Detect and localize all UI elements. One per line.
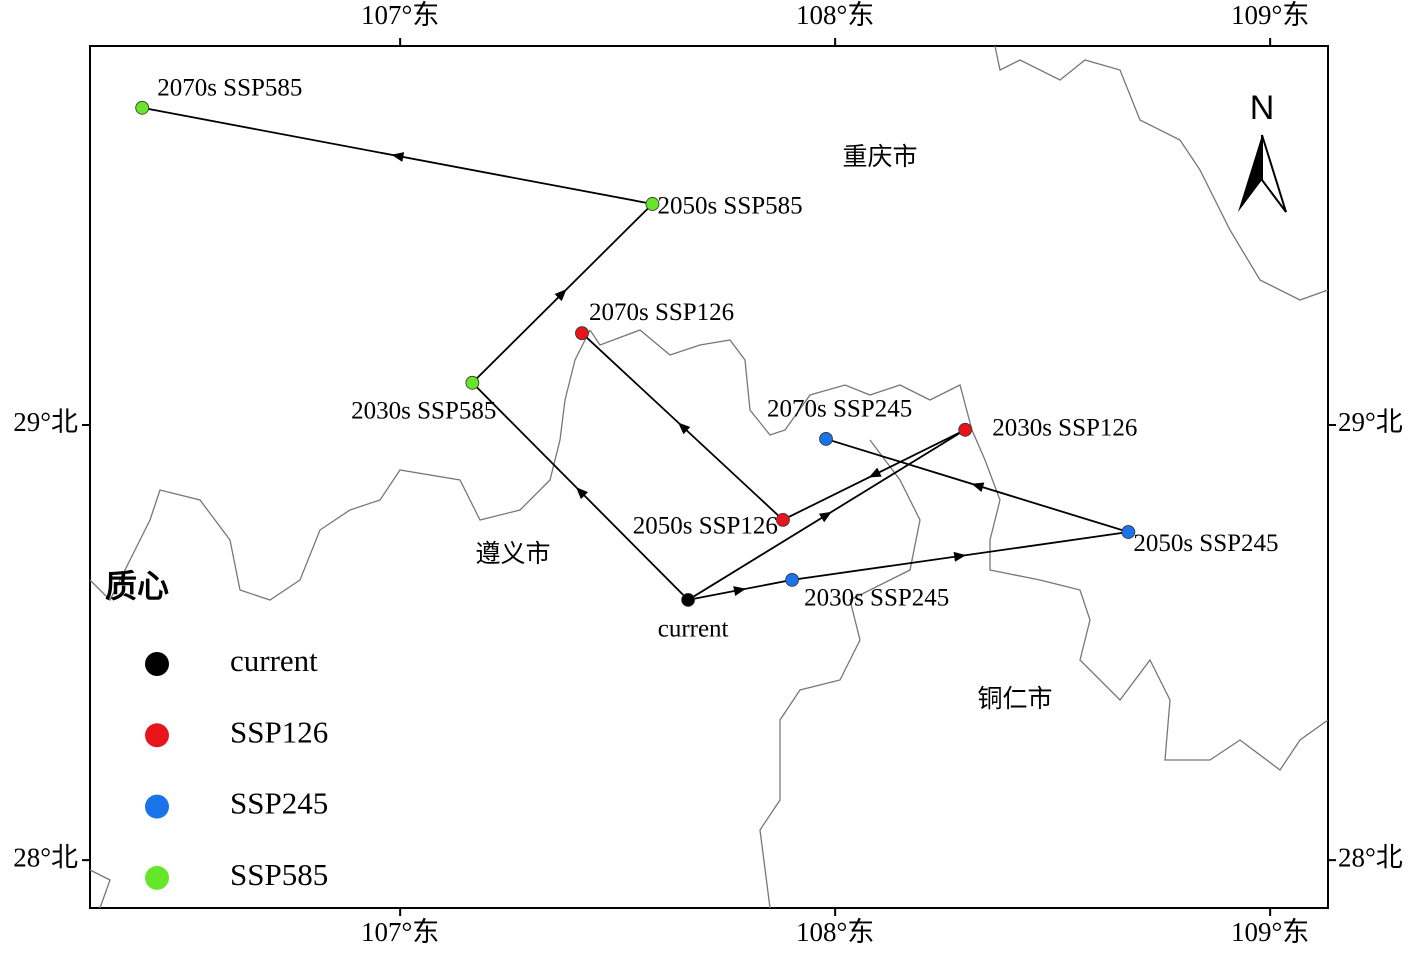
point-label: 2050s SSP245 (1133, 530, 1278, 557)
centroid-point (1121, 525, 1136, 539)
x-tick-label: 109°东 (1231, 0, 1309, 30)
point-label: 2070s SSP126 (589, 299, 734, 326)
boundary (994, 45, 1329, 301)
point-label: 2070s SSP585 (157, 75, 302, 102)
legend-label: current (230, 643, 318, 678)
centroid-point (785, 573, 799, 587)
boundary (89, 869, 111, 909)
y-tick-label: 29°北 (13, 407, 78, 437)
y-tick-label: 28°北 (1338, 842, 1403, 872)
point-label: 2030s SSP585 (351, 398, 496, 425)
direction-arrow (576, 487, 589, 500)
direction-arrow (391, 152, 405, 162)
direction-arrow (953, 551, 967, 562)
point-label: 2030s SSP245 (804, 585, 949, 612)
map-frame (89, 45, 1329, 909)
direction-arrow (818, 511, 832, 523)
legend-marker (145, 794, 169, 819)
legend-marker (145, 723, 169, 748)
legend-title: 质心 (105, 567, 169, 605)
direction-arrow (868, 467, 882, 478)
boundary (89, 329, 591, 602)
centroid-point (645, 197, 660, 211)
place-name: 遵义市 (475, 539, 550, 568)
y-tick-label: 29°北 (1338, 407, 1403, 437)
boundary (589, 329, 1329, 771)
legend-label: SSP126 (230, 714, 328, 749)
place-name: 铜仁市 (977, 684, 1052, 713)
x-tick-label: 107°东 (361, 917, 439, 947)
point-label: 2050s SSP585 (657, 193, 802, 220)
north-label: N (1250, 89, 1275, 127)
centroid-point (958, 422, 973, 437)
boundary (759, 439, 921, 909)
centroid-point (135, 100, 150, 115)
x-tick-label: 108°东 (796, 0, 874, 30)
north-arrow-left (1238, 135, 1262, 212)
centroid-point (575, 326, 589, 341)
direction-arrow (678, 422, 691, 435)
direction-arrow (971, 482, 985, 493)
x-tick-label: 109°东 (1231, 917, 1309, 947)
place-name: 重庆市 (842, 142, 917, 171)
x-tick-label: 108°东 (796, 917, 874, 947)
direction-arrow (554, 289, 567, 302)
point-label: current (658, 616, 729, 643)
centroid-point (819, 432, 833, 446)
legend-label: SSP245 (230, 786, 328, 821)
point-label: 2050s SSP126 (633, 513, 778, 540)
centroid-point (465, 375, 480, 390)
y-tick-label: 28°北 (13, 842, 78, 872)
centroid-point (681, 593, 696, 607)
point-label: 2070s SSP245 (767, 396, 912, 423)
point-label: 2030s SSP126 (992, 415, 1137, 442)
x-tick-label: 107°东 (361, 0, 439, 30)
boundaries (89, 45, 1329, 909)
legend-marker (145, 865, 169, 890)
legend-marker (145, 652, 169, 676)
north-arrow: N (1238, 89, 1287, 213)
legend-label: SSP585 (230, 857, 328, 892)
centroid-point (776, 512, 790, 527)
direction-arrow (733, 586, 746, 596)
north-arrow-right (1261, 134, 1287, 213)
